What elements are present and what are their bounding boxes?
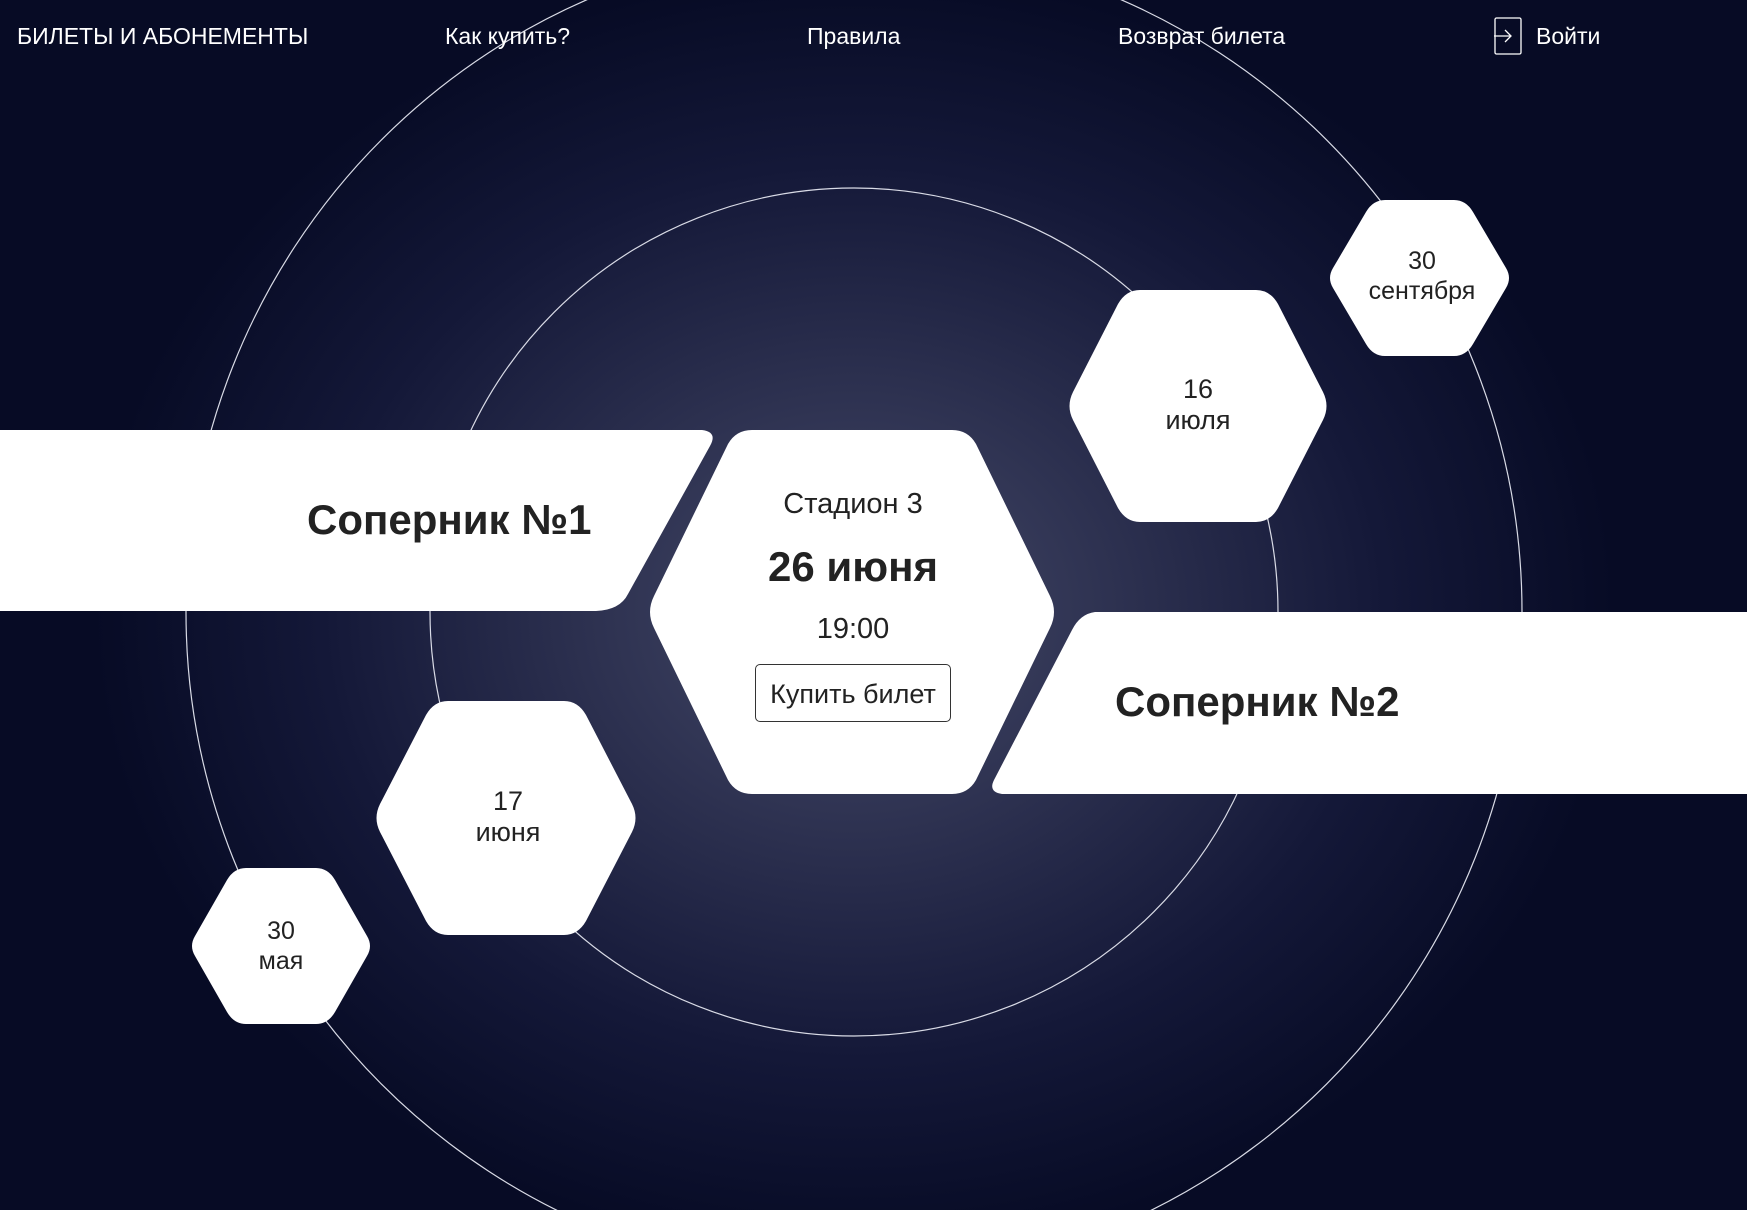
date-day: 30 xyxy=(1408,247,1436,275)
date-hexagon-jul16[interactable]: 16 июля xyxy=(1136,374,1260,436)
nav-ticket-refund[interactable]: Возврат билета xyxy=(1118,23,1286,49)
nav-rules[interactable]: Правила xyxy=(807,23,901,49)
team2-banner xyxy=(992,612,1747,794)
date-month: мая xyxy=(258,947,304,975)
hexagon-jul16 xyxy=(1069,290,1327,522)
top-nav: БИЛЕТЫ И АБОНЕМЕНТЫ Как купить? Правила … xyxy=(0,0,1747,72)
date-hexagon-may30[interactable]: 30 мая xyxy=(221,916,341,976)
match-date: 26 июня xyxy=(768,543,938,590)
login-label: Войти xyxy=(1536,22,1601,49)
date-month: июня xyxy=(475,817,541,847)
date-month: июля xyxy=(1165,405,1231,435)
team1-banner xyxy=(0,430,713,611)
stadium-name: Стадион 3 xyxy=(783,488,923,520)
date-month: сентября xyxy=(1368,277,1476,305)
hexagon-may30 xyxy=(192,868,370,1024)
nav-how-to-buy[interactable]: Как купить? xyxy=(445,23,571,49)
hexagon-jun17 xyxy=(376,701,636,935)
date-day: 17 xyxy=(492,786,524,816)
brand-link[interactable]: БИЛЕТЫ И АБОНЕМЕНТЫ xyxy=(17,23,309,49)
center-hexagon xyxy=(650,430,1054,794)
date-day: 30 xyxy=(267,917,295,945)
team2-name: Соперник №2 xyxy=(1115,678,1400,725)
hexagon-sep30 xyxy=(1330,200,1509,356)
team1-name: Соперник №1 xyxy=(307,496,592,543)
login-button[interactable]: Войти xyxy=(1492,17,1601,55)
date-hexagon-jun17[interactable]: 17 июня xyxy=(446,786,570,848)
match-card: Стадион 3 26 июня 19:00 Купить билет xyxy=(700,480,1006,722)
login-icon xyxy=(1494,17,1522,55)
match-time: 19:00 xyxy=(816,613,890,645)
date-hexagon-sep30[interactable]: 30 сентября xyxy=(1355,246,1489,306)
date-day: 16 xyxy=(1182,374,1214,404)
buy-ticket-button[interactable]: Купить билет xyxy=(755,664,951,722)
